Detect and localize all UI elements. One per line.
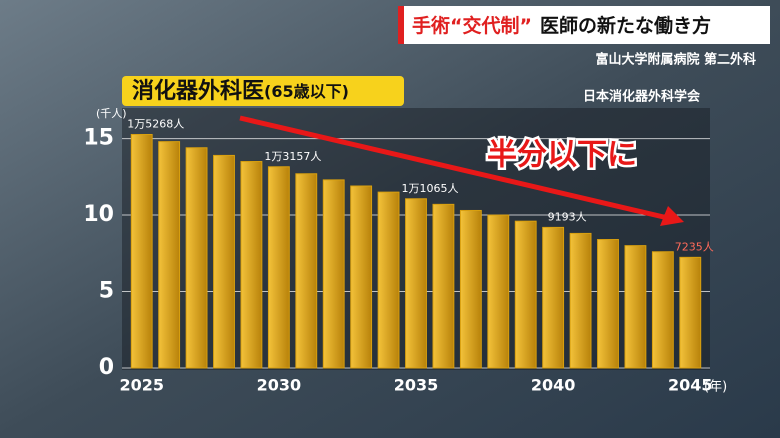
series-label-box: [122, 76, 404, 106]
bar: [569, 232, 592, 369]
trend-arrow: [239, 115, 669, 221]
title-accent: [398, 6, 404, 44]
value-label: 9193人: [548, 210, 587, 223]
bar: [679, 256, 702, 369]
bar: [267, 166, 290, 369]
bar: [350, 185, 373, 369]
bar: [322, 179, 345, 369]
subtitle: 医師の新たな働き方: [540, 14, 711, 37]
bar: [130, 133, 153, 369]
series-label-note: (65歳以下): [264, 82, 349, 101]
bar: [624, 245, 647, 369]
bar: [185, 147, 208, 369]
bar: [213, 154, 235, 369]
bar: [487, 214, 510, 369]
x-tick-label: 2045: [668, 376, 713, 395]
bar: [377, 191, 400, 369]
bar: [514, 220, 537, 369]
x-tick-label: 2040: [531, 376, 576, 395]
y-tick-label: 15: [83, 126, 114, 151]
x-unit: (年): [704, 380, 727, 395]
bar: [651, 251, 674, 369]
x-tick-label: 2035: [394, 376, 439, 395]
y-tick-label: 5: [99, 279, 114, 304]
bar: [295, 173, 318, 369]
value-label: 7235人: [675, 240, 714, 253]
x-tick-label: 2030: [257, 376, 302, 395]
bar: [459, 209, 482, 369]
value-label: 1万3157人: [264, 150, 321, 163]
title-box: [398, 6, 770, 44]
title-red: 手術“交代制”: [412, 14, 532, 37]
bar: [597, 239, 619, 369]
source: 日本消化器外科学会: [583, 89, 701, 105]
bar: [542, 226, 565, 369]
value-label: 1万5268人: [127, 117, 184, 130]
y-tick-label: 10: [83, 202, 114, 227]
bar: [158, 141, 181, 369]
series-label-main: 消化器外科医: [132, 78, 264, 104]
title: 手術“交代制” 医師の新たな働き方: [412, 14, 711, 37]
bar: [240, 161, 263, 369]
y-tick-label: 0: [99, 355, 114, 380]
source: 富山大学附属病院 第二外科: [595, 52, 756, 68]
trend-arrow-head: [660, 206, 684, 226]
y-unit: (千人): [96, 107, 127, 120]
bar: [432, 203, 455, 369]
x-tick-label: 2025: [119, 376, 164, 395]
bar: [405, 198, 427, 369]
annotation: 半分以下に: [487, 138, 637, 173]
series-label: 消化器外科医(65歳以下): [132, 78, 349, 104]
value-label: 1万1065人: [402, 182, 459, 195]
